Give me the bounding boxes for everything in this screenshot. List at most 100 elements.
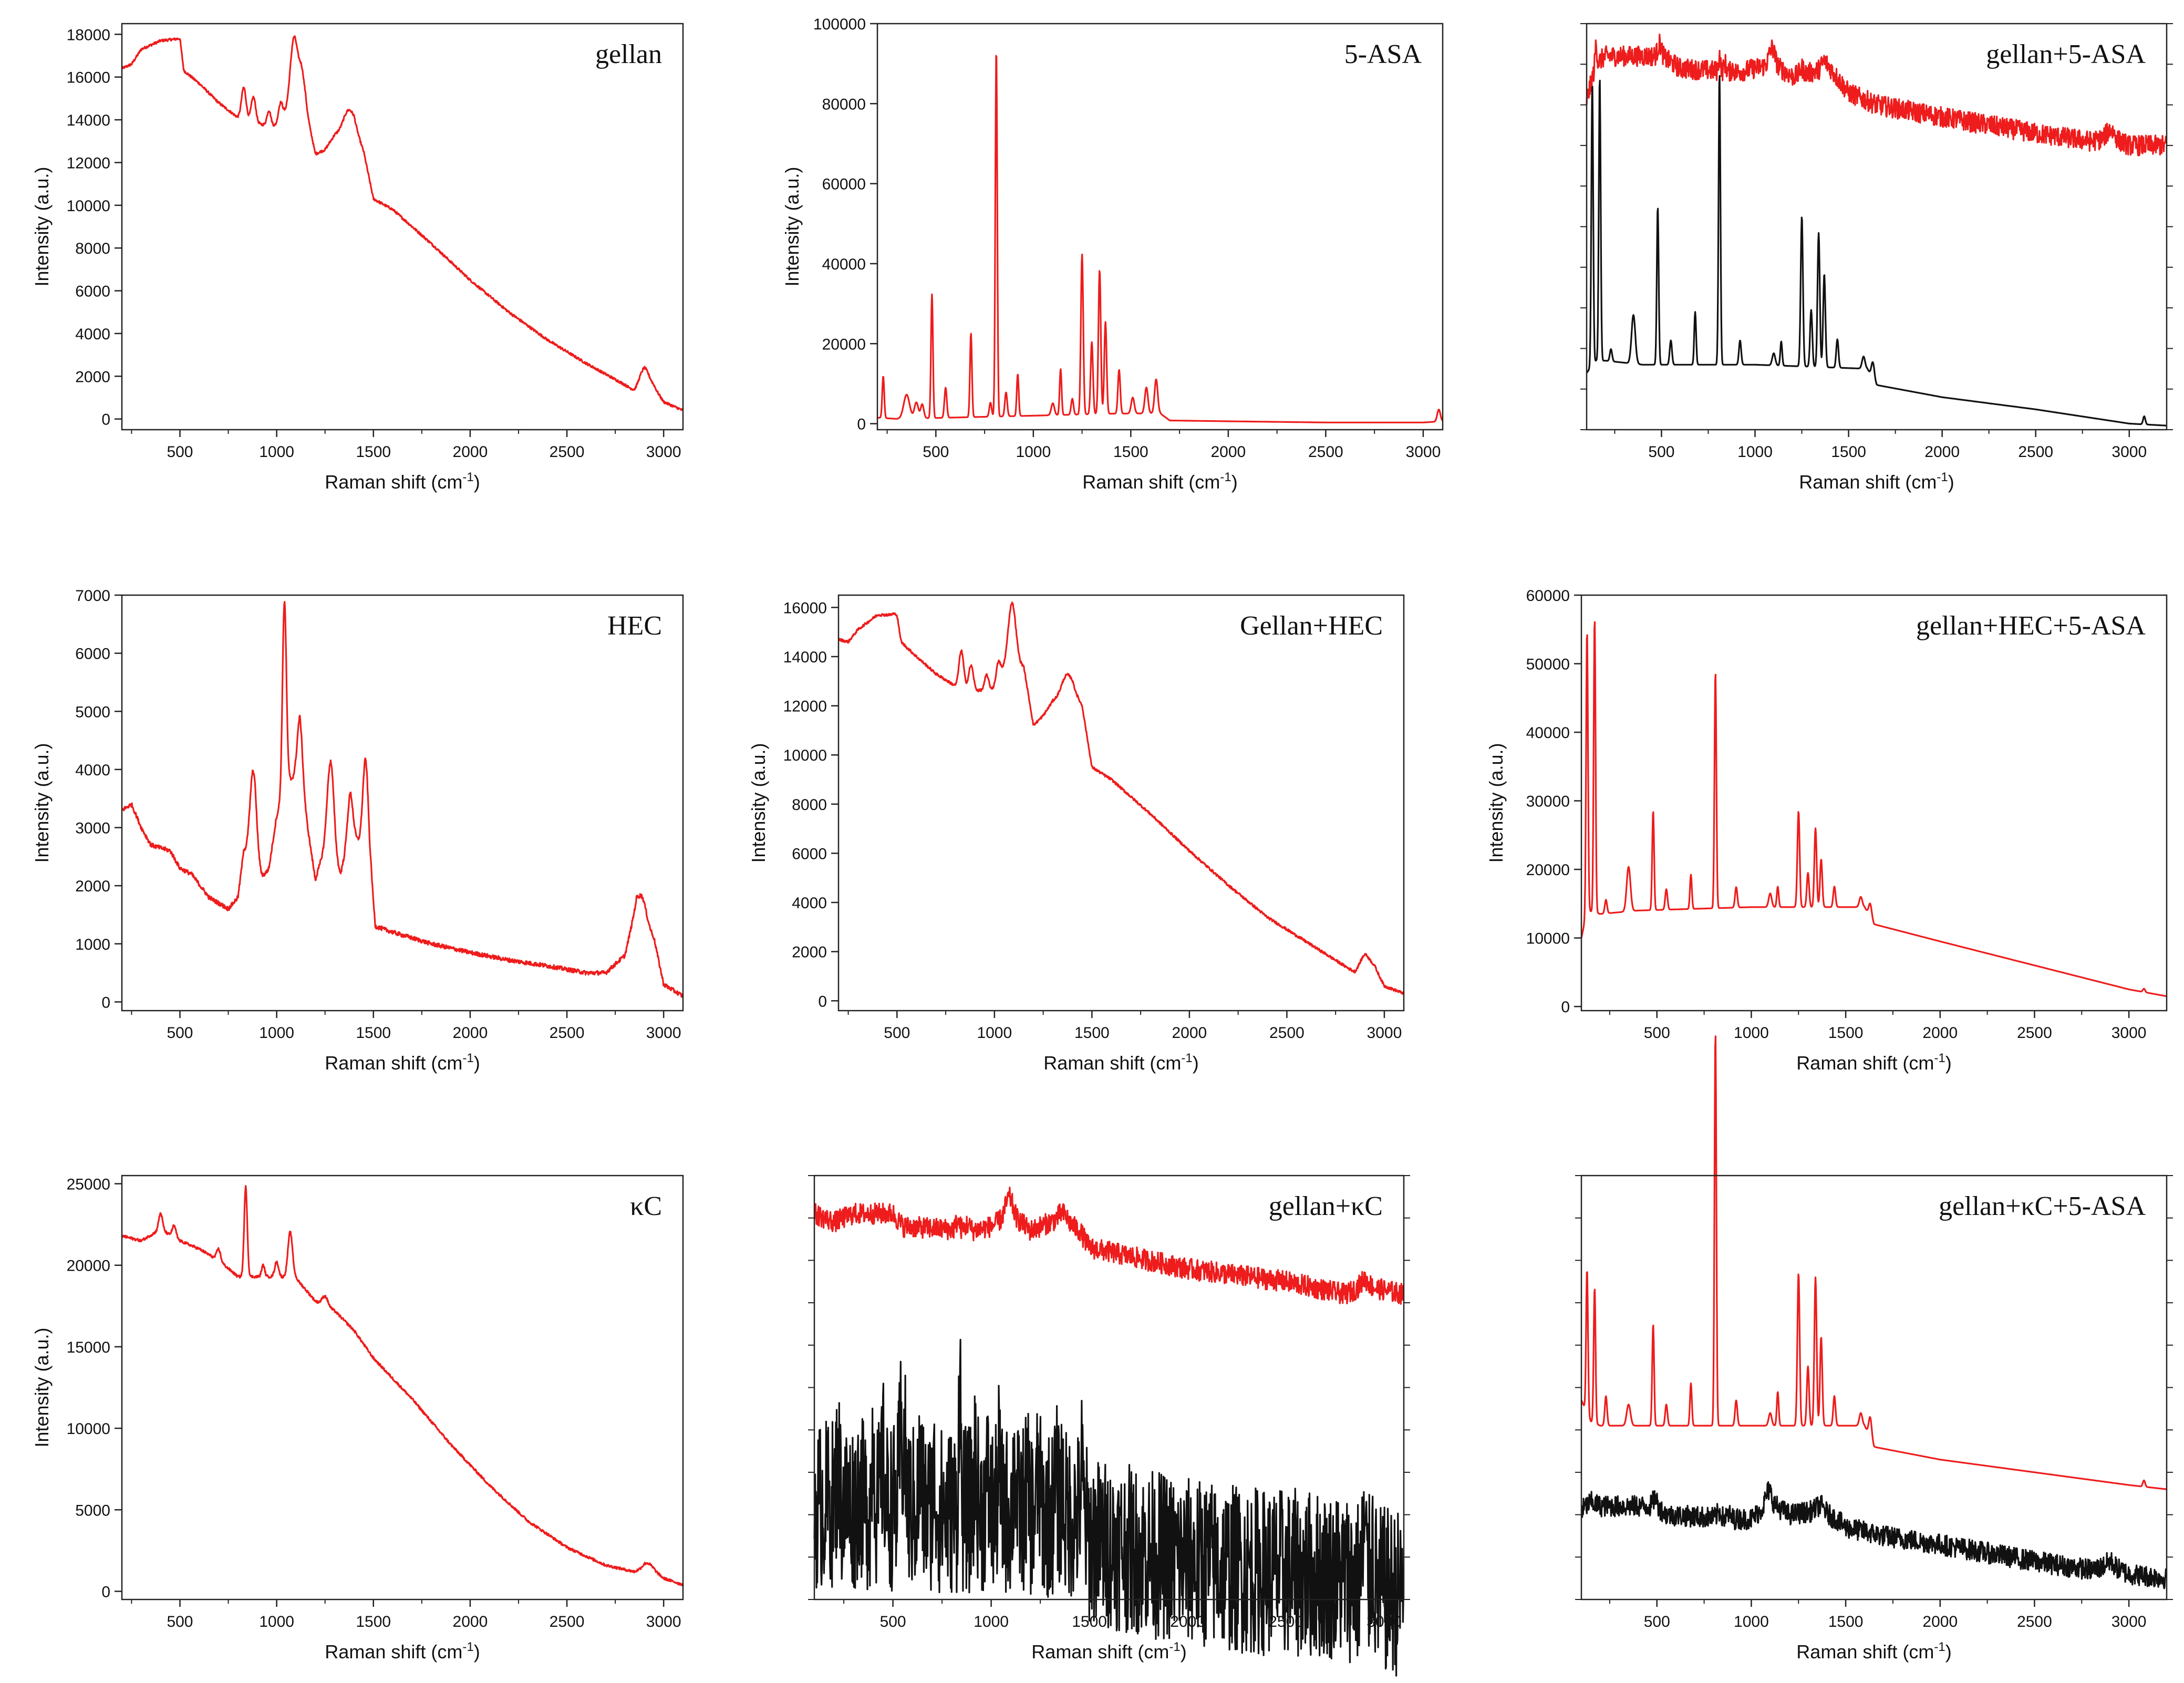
y-tick-label: 20000 xyxy=(67,1258,110,1275)
series-line-1 xyxy=(877,55,1444,423)
chart-panel-5: 500 1000 1500 2000 2500 3000 0 2000 4000 6000 8000… xyxy=(748,594,1405,1074)
y-tick-label: 6000 xyxy=(792,845,827,863)
y-tick-label: 8000 xyxy=(792,796,827,814)
x-tick-label: 1500 xyxy=(356,1613,391,1630)
x-tick-label: 3000 xyxy=(2111,1613,2147,1630)
x-axis-label-end: ) xyxy=(474,1641,480,1663)
plot-frame xyxy=(121,1175,684,1601)
y-tick-label: 10000 xyxy=(1526,930,1570,948)
x-tick-label: 500 xyxy=(167,1024,193,1042)
y-tick-label: 60000 xyxy=(822,176,866,193)
chart-title: gellan+κC+5-ASA xyxy=(1939,1191,2146,1221)
chart-title: HEC xyxy=(607,611,662,641)
x-tick-label: 500 xyxy=(1648,443,1674,461)
x-axis-label-end: ) xyxy=(1948,471,1954,493)
x-tick-label: 500 xyxy=(923,443,949,461)
chart-panel-7: 500 1000 1500 2000 2500 3000 0 5000 10000 15000 20… xyxy=(31,1175,684,1663)
plot-frame xyxy=(1580,594,2168,1012)
y-tick-label: 0 xyxy=(1561,999,1570,1016)
y-tick-label: 25000 xyxy=(67,1176,110,1193)
x-axis-label-superscript: -1 xyxy=(1937,470,1948,484)
y-tick-label: 20000 xyxy=(1526,861,1570,879)
x-tick-label: 3000 xyxy=(646,1613,681,1630)
y-tick-label: 2000 xyxy=(792,944,827,961)
x-axis-label-text: Raman shift (cm xyxy=(1799,471,1937,493)
y-tick-label: 0 xyxy=(101,411,110,429)
y-tick-label: 12000 xyxy=(783,698,827,715)
x-tick-label: 3000 xyxy=(646,443,681,461)
x-axis-label: Raman shift (cm-1) xyxy=(1796,1051,1951,1074)
x-axis-label-end: ) xyxy=(1945,1641,1952,1663)
y-tick-label: 12000 xyxy=(67,154,110,172)
x-tick-label: 3000 xyxy=(2111,443,2147,461)
y-tick-label: 4000 xyxy=(75,326,110,343)
x-tick-label: 2500 xyxy=(2017,1024,2052,1042)
y-tick-label: 8000 xyxy=(75,240,110,257)
y-tick-label: 18000 xyxy=(67,26,110,44)
x-tick-label: 500 xyxy=(884,1024,910,1042)
x-tick-label: 500 xyxy=(1644,1024,1670,1042)
x-tick-label: 1000 xyxy=(1734,1024,1769,1042)
x-axis-label: Raman shift (cm-1) xyxy=(1082,470,1237,493)
chart-panel-3: 500 1000 1500 2000 2500 3000 Raman shift (cm-1… xyxy=(1580,23,2173,493)
plot-frame xyxy=(121,594,684,1012)
x-axis-label-superscript: -1 xyxy=(1169,1640,1180,1654)
series-line-1 xyxy=(1580,621,2167,997)
y-tick-label: 2000 xyxy=(75,878,110,895)
series-line-1 xyxy=(121,35,684,411)
x-axis-label-text: Raman shift (cm xyxy=(1043,1052,1181,1074)
y-tick-label: 16000 xyxy=(67,69,110,87)
x-tick-label: 2500 xyxy=(1308,443,1343,461)
plot-frame xyxy=(121,23,684,431)
x-axis-label-end: ) xyxy=(1181,1641,1187,1663)
x-tick-label: 2000 xyxy=(1922,1024,1958,1042)
x-axis-label-text: Raman shift (cm xyxy=(325,1052,462,1074)
y-tick-label: 80000 xyxy=(822,96,866,113)
y-axis-label: Intensity (a.u.) xyxy=(31,167,53,286)
y-tick-label: 50000 xyxy=(1526,656,1570,673)
x-tick-label: 500 xyxy=(167,1613,193,1630)
series-line-1 xyxy=(1580,1035,2167,1490)
chart-panel-6: 500 1000 1500 2000 2500 300001000020000300004… xyxy=(1485,587,2168,1074)
x-tick-label: 2000 xyxy=(1210,443,1246,461)
x-tick-label: 500 xyxy=(167,443,193,461)
x-tick-label: 2500 xyxy=(550,1024,585,1042)
chart-title: gellan+5-ASA xyxy=(1986,39,2146,69)
x-axis-label: Raman shift (cm-1) xyxy=(325,470,480,493)
x-tick-label: 1000 xyxy=(977,1024,1012,1042)
x-axis-label-end: ) xyxy=(1193,1052,1199,1074)
y-tick-label: 0 xyxy=(857,416,866,433)
x-axis-label-superscript: -1 xyxy=(462,1051,473,1065)
x-tick-label: 3000 xyxy=(1406,443,1441,461)
y-tick-label: 40000 xyxy=(822,256,866,273)
x-tick-label: 500 xyxy=(1644,1613,1670,1630)
x-tick-label: 3000 xyxy=(2111,1024,2147,1042)
chart-title: 5-ASA xyxy=(1344,39,1422,69)
x-tick-label: 2000 xyxy=(1170,1613,1205,1630)
chart-title: Gellan+HEC xyxy=(1240,611,1383,641)
y-tick-label: 7000 xyxy=(75,587,110,605)
chart-panel-4: 500 1000 1500 2000 2500 3000 0 1000 2000 3000 4000… xyxy=(31,587,684,1074)
y-axis-label: Intensity (a.u.) xyxy=(1485,743,1507,863)
x-axis-label-superscript: -1 xyxy=(462,470,473,484)
x-tick-label: 2000 xyxy=(1172,1024,1207,1042)
x-tick-label: 1000 xyxy=(259,1613,294,1630)
y-tick-label: 14000 xyxy=(783,649,827,666)
y-axis-label: Intensity (a.u.) xyxy=(31,1327,53,1447)
y-tick-label: 10000 xyxy=(67,198,110,215)
x-tick-label: 2000 xyxy=(1924,443,1960,461)
y-tick-label: 4000 xyxy=(792,895,827,912)
series-line-1 xyxy=(121,1185,684,1587)
x-tick-label: 2000 xyxy=(1922,1613,1958,1630)
x-tick-label: 2500 xyxy=(2017,1613,2052,1630)
chart-title: gellan+κC xyxy=(1269,1191,1383,1221)
x-tick-label: 2500 xyxy=(550,443,585,461)
x-tick-label: 2000 xyxy=(453,1024,488,1042)
y-tick-label: 1000 xyxy=(75,936,110,953)
y-axis-label: Intensity (a.u.) xyxy=(31,743,53,863)
y-tick-label: 5000 xyxy=(75,703,110,721)
x-tick-label: 1000 xyxy=(259,443,294,461)
plot-frame xyxy=(876,23,1444,431)
series-line-2 xyxy=(813,1338,1404,1677)
